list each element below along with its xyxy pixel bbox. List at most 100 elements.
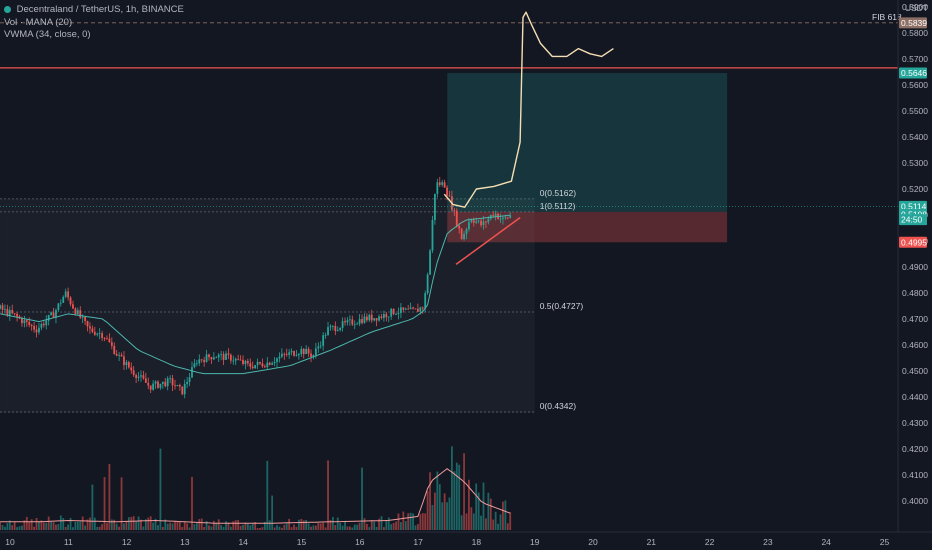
candle-body [159,383,162,388]
volume-bar [38,521,40,530]
volume-bar [502,501,504,530]
volume-bar [215,522,218,530]
volume-bar [159,448,162,530]
candle-body [480,220,482,226]
candle-body [30,324,33,326]
candle-body [149,385,152,390]
candle-body [120,354,123,357]
candle-body [431,219,434,251]
volume-indicator-label[interactable]: Vol · MANA (20) [4,17,73,28]
candle-body [434,193,436,220]
price-tick-label: 0.5500 [902,106,928,116]
candle-body [310,353,312,357]
volume-bar [127,517,130,530]
volume-bar [499,514,502,530]
volume-bar [297,519,300,530]
candle-body [203,360,206,363]
volume-bar [351,527,354,530]
volume-bar [96,526,99,530]
volume-bar [472,513,475,530]
volume-bar [50,521,53,530]
candle-body [21,318,23,324]
candle-body [152,383,155,390]
candle-body [137,376,140,379]
time-tick-label: 13 [180,537,190,547]
candle-body [28,321,31,325]
candle-body [38,327,40,333]
volume-bar [288,518,291,530]
volume-bar [259,528,261,530]
candle-body [8,310,11,316]
volume-bar [375,526,378,530]
price-tick-label: 0.5700 [902,54,928,64]
volume-bar [400,522,402,530]
volume-bar [404,521,407,530]
candle-body [64,291,67,297]
volume-bar [186,523,189,530]
volume-bar [492,519,495,530]
time-tick-label: 25 [880,537,890,547]
candle-body [210,357,213,360]
candle-body [186,381,189,384]
candle-body [147,382,150,386]
candle-body [195,363,198,365]
volume-bar [11,525,14,530]
volume-bar [144,519,147,530]
candle-body [273,362,276,364]
price-axis-unit: USDT [905,3,928,13]
volume-bar [86,519,89,530]
volume-bar [227,522,230,530]
candle-body [220,354,223,355]
volume-bar [98,526,101,530]
price-tick-label: 0.5300 [902,158,928,168]
candle-body [239,359,242,361]
price-tick-label: 0.4500 [902,366,928,376]
volume-bar [244,522,247,530]
candle-body [132,370,135,375]
volume-bar [25,516,28,530]
volume-bar [370,519,373,530]
symbol-title[interactable]: Decentraland / TetherUS, 1h, BINANCE [16,4,184,15]
candle-body [375,318,378,321]
candle-body [11,310,14,314]
candle-body [205,354,208,363]
lines-layer [0,11,898,375]
price-badge [899,67,927,79]
candle-body [142,375,145,379]
volume-bar [324,527,327,530]
volume-bar [361,467,363,530]
volume-bar [385,520,388,530]
volume-bar [161,526,164,530]
volume-bar [110,519,113,530]
volume-bar [193,524,196,530]
volume-bar [331,517,334,530]
volume-bar [353,524,356,530]
candle-body [492,214,495,216]
volume-bar [256,528,259,530]
vwma-indicator-label[interactable]: VWMA (34, close, 0) [4,29,91,40]
volume-bar [290,527,293,530]
volume-bar [412,513,414,530]
candle-body [288,352,291,355]
support-trendline [455,216,521,266]
candle-body [494,213,497,216]
candle-body [55,310,57,318]
candle-body [193,363,196,368]
volume-bar [118,526,121,530]
volume-bar [101,524,104,530]
header-vwma-row: VWMA (34, close, 0) [4,29,91,40]
candle-body [79,310,82,318]
volume-bar [426,491,429,530]
volume-bar [392,523,395,530]
candle-body [317,346,320,349]
volume-bar [108,464,111,530]
candle-body [314,348,317,356]
volume-bar [487,492,490,530]
time-tick-label: 15 [297,537,307,547]
volume-bar [263,521,266,530]
volume-bar [149,516,152,530]
fib-retracement-area [0,198,535,413]
volume-bar [417,524,419,530]
candle-body [331,325,334,327]
